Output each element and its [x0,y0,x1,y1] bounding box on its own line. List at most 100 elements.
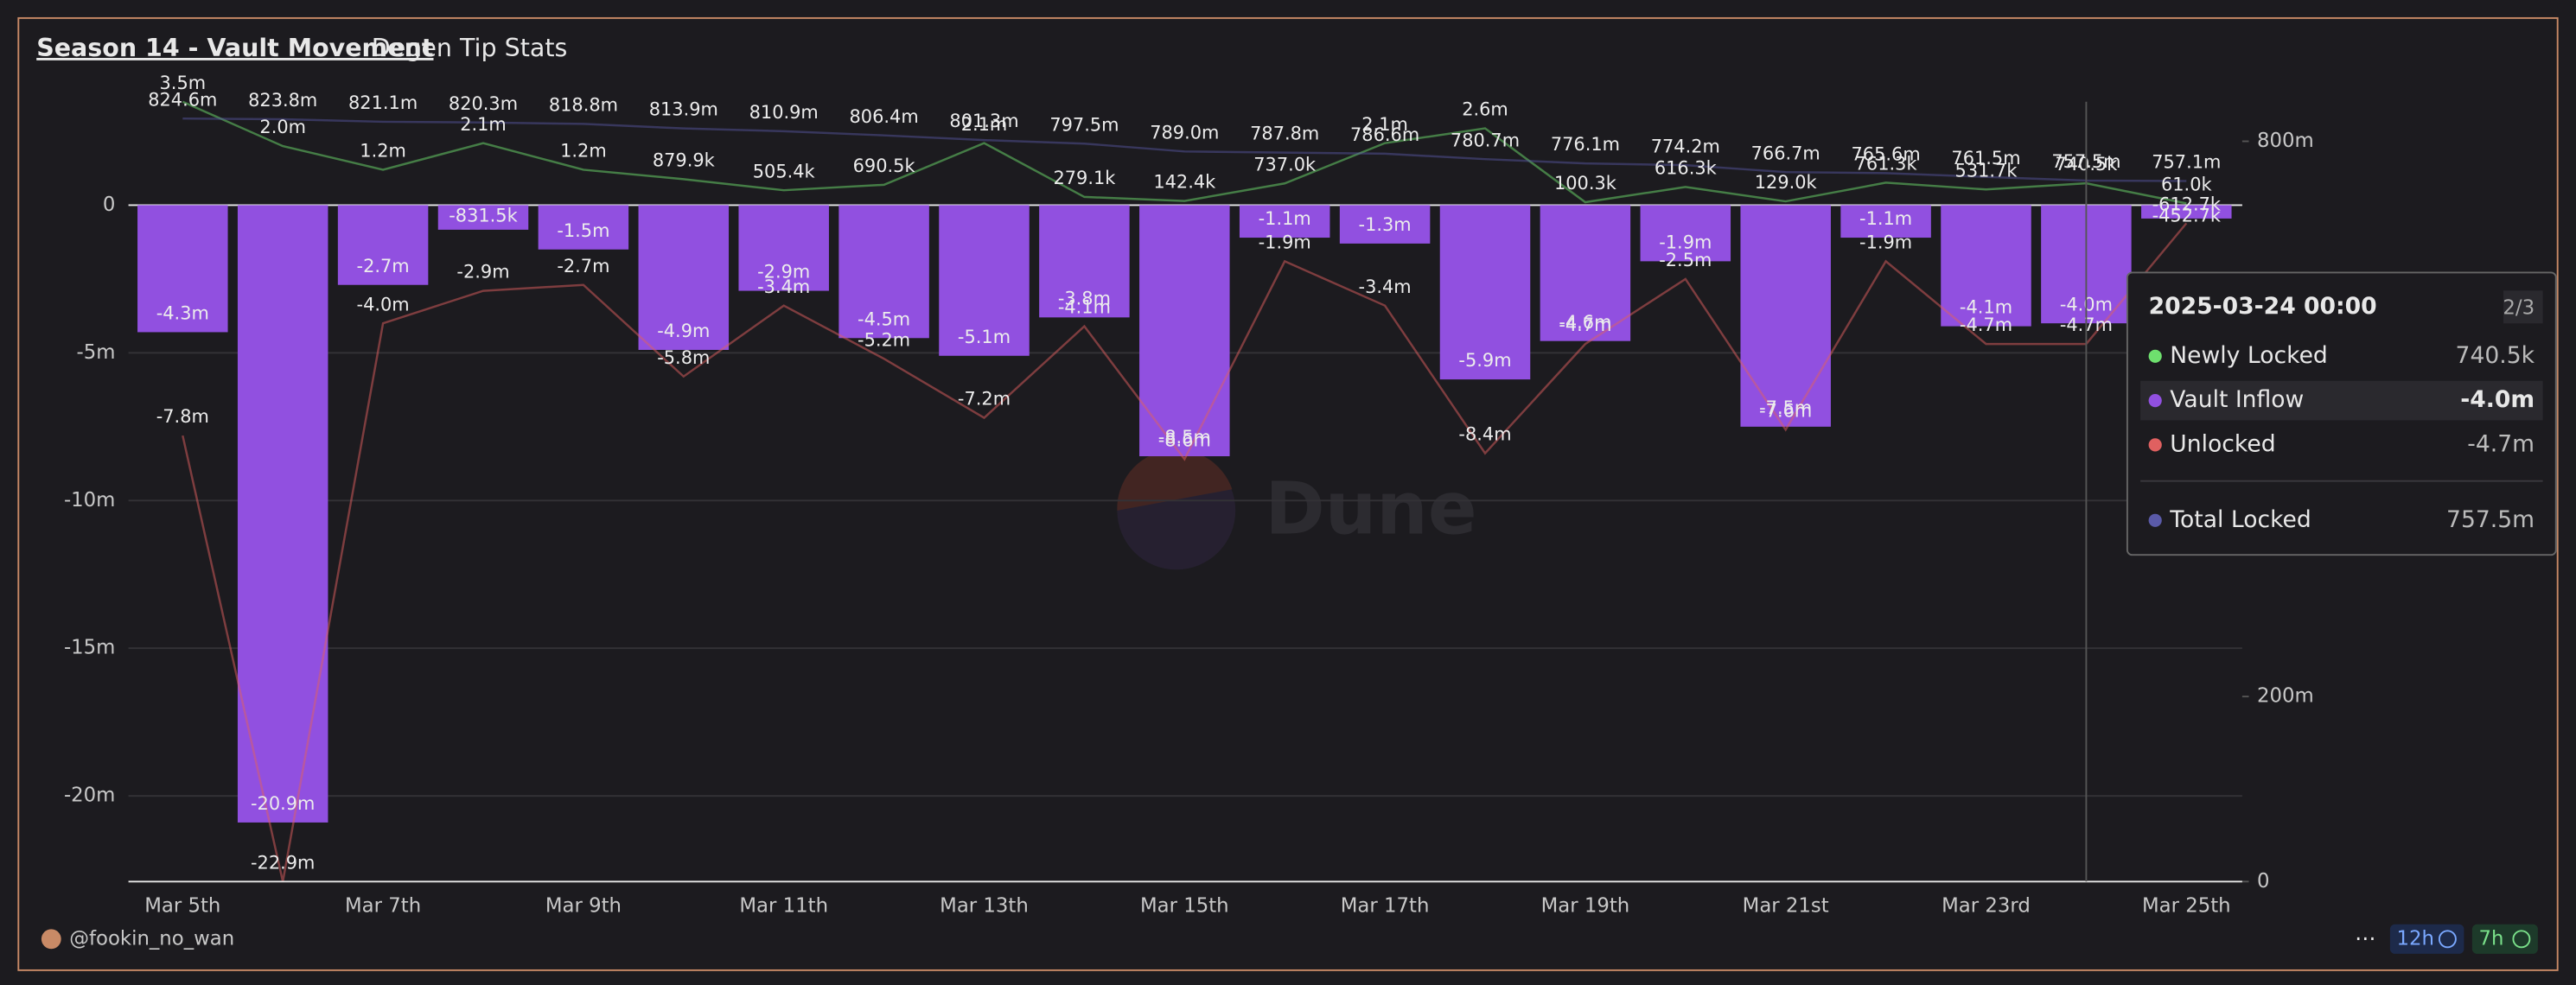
data-label: -2.9m [757,262,810,283]
line [182,117,2187,182]
data-label: 690.5k [853,156,916,176]
data-label: -2.9m [456,262,509,283]
data-label: 787.8m [1250,124,1319,144]
bar [1239,205,1330,238]
tooltip-page-bg [2503,290,2543,324]
bar [1339,205,1431,244]
data-label: -4.0m [357,294,410,315]
data-label: -2.7m [357,256,410,276]
bar [638,205,730,350]
data-label: 61.0k [2161,174,2213,194]
data-label: 766.7m [1751,143,1820,163]
data-label: -4.9m [657,321,710,341]
data-label: 737.0k [1253,154,1317,175]
tab[interactable]: Degen Tip Stats [372,34,568,62]
bar [1941,205,2031,327]
bar [137,205,228,333]
tooltip-dot [2148,349,2162,363]
data-label: 2.1m [460,114,507,135]
data-label: -8.5m [1158,427,1211,448]
x-tick-label: Mar 21st [1743,894,1829,917]
data-label: -1.1m [1859,208,1912,229]
badge[interactable]: 12h [2397,927,2434,950]
y2-tick-label: 200m [2257,685,2314,708]
tooltip-dot [2148,438,2162,452]
data-label: 3.5m [160,73,207,93]
data-label: -5.9m [1458,350,1511,371]
y-tick-label: -5m [76,341,115,364]
data-label: 761.3k [1855,154,1918,175]
x-tick-label: Mar 13th [940,894,1029,917]
data-label: -4.5m [858,308,910,329]
data-label: -7.5m [1759,397,1812,418]
data-label: 1.2m [560,141,607,162]
x-tick-label: Mar 11th [739,894,828,917]
chart-title[interactable]: Season 14 - Vault Movement [36,34,433,62]
x-tick-label: Mar 5th [144,894,220,917]
data-label: 823.8m [248,90,317,111]
data-label: 879.9k [653,149,716,170]
y-tick-label: -15m [64,637,115,659]
data-label: -22.9m [251,852,315,873]
tooltip-name: Total Locked [2169,506,2311,533]
badge-icon [2512,930,2531,949]
bar [939,205,1030,356]
data-label: -5.8m [657,347,710,368]
badge[interactable]: 7h [2479,927,2504,950]
tooltip-value: 740.5k [2456,342,2535,369]
x-tick-label: Mar 7th [345,894,421,917]
data-label: -4.1m [1058,297,1111,318]
tooltip-name: Newly Locked [2170,342,2328,369]
bar [538,205,629,250]
bar [1139,205,1230,457]
tooltip-page: 2/3 [2503,297,2535,320]
bar [1840,205,1931,238]
data-label: 279.1k [1053,168,1116,188]
y-tick-label: 0 [103,194,116,216]
data-label: -4.7m [1960,315,2012,335]
data-label: -1.9m [1659,232,1712,253]
data-label: 813.9m [649,99,718,120]
data-label: 757.1m [2152,152,2221,173]
y2-tick-label: 0 [2257,870,2270,893]
x-tick-label: Mar 17th [1341,894,1430,917]
data-label: -2.5m [1659,250,1712,270]
data-label: -1.3m [1359,214,1412,235]
y2-tick-label: 800m [2257,130,2314,152]
tooltip-value: -4.7m [2467,430,2535,457]
data-label: 820.3m [449,93,518,114]
data-label: 774.2m [1651,136,1720,156]
data-label: 616.3k [1655,157,1718,178]
data-label: 2.0m [259,117,306,137]
bar [1740,205,1831,427]
watermark: Dune [1117,449,1477,570]
data-label: -1.9m [1859,232,1912,253]
tooltip: 2025-03-24 00:00 2/3 Newly Locked 740.5k V… [2126,271,2557,556]
tooltip-title: 2025-03-24 00:00 [2149,293,2377,320]
x-tick-label: Mar 23rd [1942,894,2031,917]
data-label: -452.7k [2152,206,2222,226]
data-label: -1.1m [1259,208,1311,229]
data-label: -20.9m [251,793,315,814]
data-label: -7.8m [156,406,209,427]
data-label: -7.2m [958,389,1011,410]
data-label: -5.1m [958,327,1011,347]
data-label: -612.7k [2152,194,2222,214]
tooltip-value: -4.0m [2460,386,2535,413]
data-label: 780.7m [1451,130,1520,150]
data-label: -4.3m [156,303,209,324]
data-label: -7.6m [1759,400,1812,421]
data-label: 761.5m [1951,148,2020,168]
bar [1039,205,1130,318]
data-label: 2.1m [961,114,1008,135]
badge-icon [2438,930,2457,949]
data-label: -4.6m [1559,312,1611,333]
bar [1540,205,1631,341]
author[interactable]: @fookin_no_wan [69,927,234,950]
menu[interactable]: ⋯ [2355,925,2376,950]
data-label: 100.3k [1554,173,1617,194]
bar [2141,205,2232,219]
x-tick-label: Mar 19th [1541,894,1630,917]
x-tick-label: Mar 25th [2142,894,2231,917]
